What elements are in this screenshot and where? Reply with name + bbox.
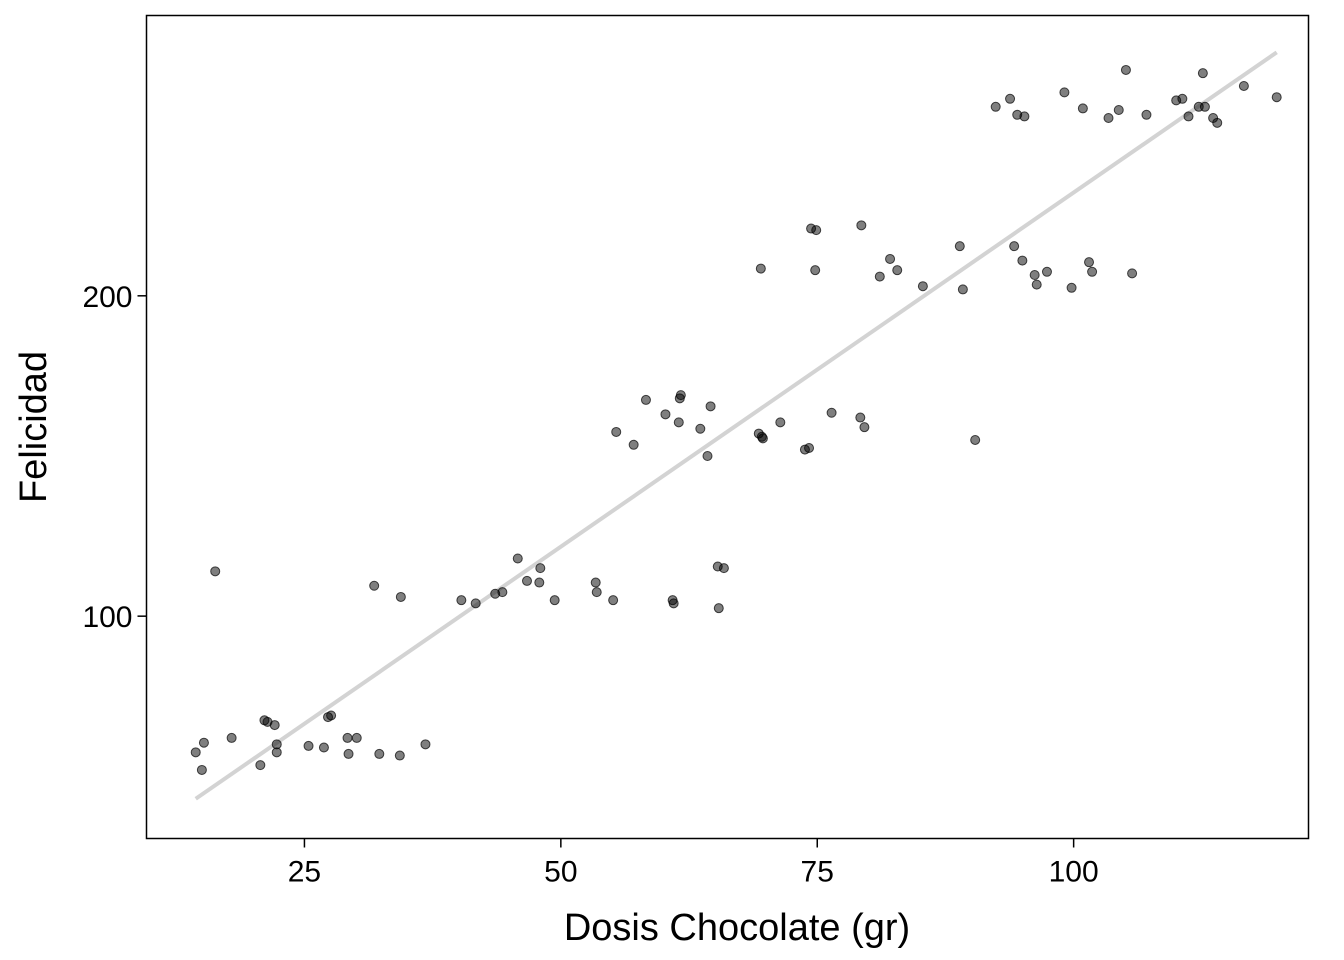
data-point	[303, 740, 314, 751]
data-point	[590, 577, 601, 588]
data-point	[269, 720, 280, 731]
data-point	[757, 433, 768, 444]
data-point	[420, 739, 431, 750]
data-point	[1141, 109, 1152, 120]
data-point	[856, 220, 867, 231]
data-point	[549, 595, 560, 606]
y-tick-label: 100	[82, 601, 132, 634]
data-point	[1103, 113, 1114, 124]
data-point	[196, 764, 207, 775]
y-axis: 100 200	[82, 281, 147, 634]
data-point	[1199, 101, 1210, 112]
data-point	[755, 263, 766, 274]
data-point	[668, 598, 679, 609]
x-axis-title: Dosis Chocolate (gr)	[564, 907, 910, 949]
data-point	[970, 434, 981, 445]
x-tick-label: 25	[288, 856, 321, 889]
data-point	[226, 732, 237, 743]
x-tick-label: 50	[544, 856, 577, 889]
data-point	[702, 450, 713, 461]
data-point	[811, 225, 822, 236]
data-point	[326, 710, 337, 721]
data-point	[1084, 257, 1095, 268]
data-point	[1212, 117, 1223, 128]
data-point	[1077, 103, 1088, 114]
data-point	[673, 417, 684, 428]
data-point	[675, 390, 686, 401]
data-point	[318, 742, 329, 753]
trend-line	[194, 50, 1278, 801]
data-point	[1019, 111, 1030, 122]
data-point	[369, 580, 380, 591]
data-point	[1120, 64, 1131, 75]
data-point	[198, 737, 209, 748]
data-point	[1017, 255, 1028, 266]
data-point	[1271, 92, 1282, 103]
data-point	[990, 101, 1001, 112]
data-point	[705, 401, 716, 412]
data-point	[695, 423, 706, 434]
data-point	[1177, 93, 1188, 104]
data-point	[1183, 111, 1194, 122]
data-point	[855, 412, 866, 423]
data-point	[374, 748, 385, 759]
data-point	[271, 747, 282, 758]
data-point	[885, 253, 896, 264]
data-point	[608, 595, 619, 606]
y-tick-label: 200	[82, 281, 132, 314]
data-point	[954, 241, 965, 252]
data-point	[1238, 80, 1249, 91]
data-point	[628, 439, 639, 450]
data-point	[470, 598, 481, 609]
data-point	[1031, 279, 1042, 290]
data-point	[395, 591, 406, 602]
data-point	[1113, 105, 1124, 116]
data-point	[1029, 269, 1040, 280]
data-point	[874, 271, 885, 282]
data-point	[810, 265, 821, 276]
data-point	[1066, 282, 1077, 293]
data-point	[343, 748, 354, 759]
data-point	[497, 587, 508, 598]
data-point	[342, 732, 353, 743]
data-point	[640, 394, 651, 405]
data-point	[1005, 93, 1016, 104]
data-point	[713, 603, 724, 614]
data-point	[859, 422, 870, 433]
data-point	[535, 563, 546, 574]
data-points-layer	[190, 64, 1282, 775]
data-point	[521, 575, 532, 586]
trend-line-layer	[194, 50, 1278, 801]
data-point	[775, 417, 786, 428]
data-point	[394, 750, 405, 761]
data-point	[351, 732, 362, 743]
data-point	[456, 595, 467, 606]
data-point	[660, 409, 671, 420]
plot-frame	[145, 14, 1310, 840]
data-point	[611, 426, 622, 437]
data-point	[1087, 266, 1098, 277]
data-point	[255, 760, 266, 771]
data-point	[917, 281, 928, 292]
data-point	[534, 577, 545, 588]
data-point	[957, 284, 968, 295]
data-point	[892, 265, 903, 276]
data-point	[1127, 268, 1138, 279]
data-point	[1059, 87, 1070, 98]
data-point	[1041, 266, 1052, 277]
data-point	[1197, 68, 1208, 79]
x-tick-label: 100	[1049, 856, 1099, 889]
data-point	[512, 553, 523, 564]
data-point	[804, 442, 815, 453]
x-axis: 25 50 75 100	[288, 838, 1099, 889]
data-point	[826, 407, 837, 418]
y-axis-title: Felicidad	[13, 351, 55, 503]
data-point	[190, 747, 201, 758]
data-point	[718, 563, 729, 574]
data-point	[1009, 241, 1020, 252]
data-point	[210, 566, 221, 577]
data-point	[591, 587, 602, 598]
x-tick-label: 75	[801, 856, 834, 889]
